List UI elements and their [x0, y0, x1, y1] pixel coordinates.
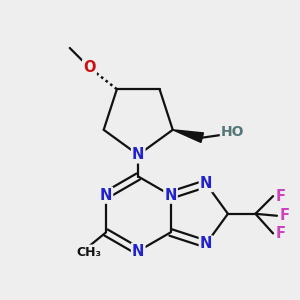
Polygon shape [173, 130, 203, 142]
Text: N: N [100, 188, 112, 202]
Text: F: F [280, 208, 290, 223]
Text: N: N [200, 176, 212, 191]
Text: N: N [132, 147, 144, 162]
Text: N: N [164, 188, 177, 202]
Text: CH₃: CH₃ [76, 246, 101, 259]
Text: F: F [276, 189, 286, 204]
Text: N: N [200, 236, 212, 251]
Text: N: N [132, 244, 144, 259]
Text: F: F [276, 226, 286, 241]
Text: HO: HO [221, 125, 244, 139]
Text: O: O [83, 60, 96, 75]
